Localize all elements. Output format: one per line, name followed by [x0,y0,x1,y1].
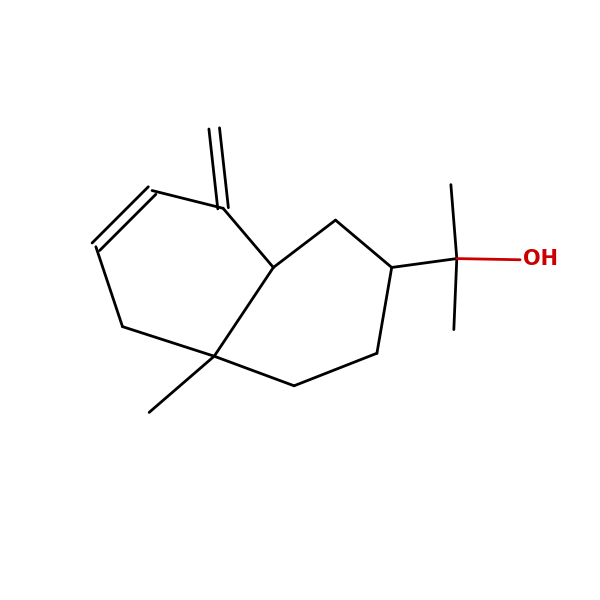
Text: OH: OH [523,248,558,269]
